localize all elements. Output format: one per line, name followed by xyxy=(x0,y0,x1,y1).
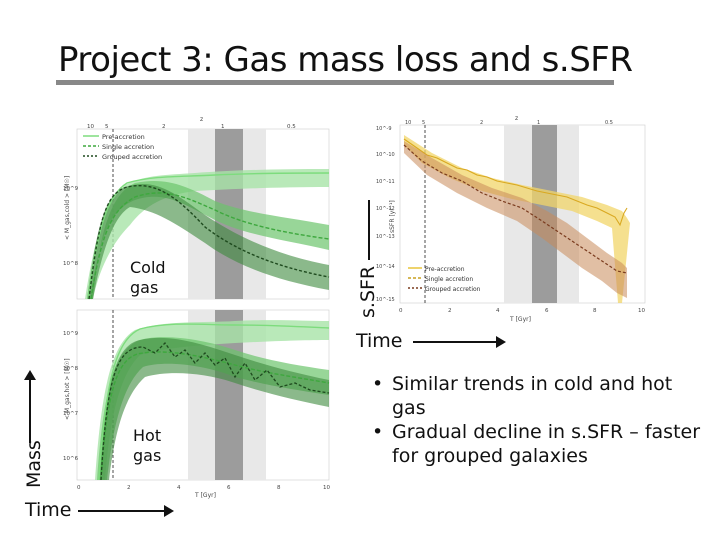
legend-grouped: Grouped accretion xyxy=(102,153,162,161)
bullet-item: Gradual decline in s.SFR – faster for gr… xyxy=(368,420,708,468)
bullet-item: Similar trends in cold and hot gas xyxy=(368,372,708,420)
svg-text:1: 1 xyxy=(537,120,540,126)
time-axis-label-left: Time xyxy=(25,499,72,521)
slide-title: Project 3: Gas mass loss and s.SFR xyxy=(58,40,633,80)
svg-text:0: 0 xyxy=(399,308,403,314)
cold-legend: Pre-accretion Single accretion Grouped a… xyxy=(83,133,162,161)
legend-pre: Pre-accretion xyxy=(102,133,145,141)
svg-text:6: 6 xyxy=(545,308,549,314)
svg-text:0.5: 0.5 xyxy=(605,120,613,126)
svg-text:0.5: 0.5 xyxy=(287,124,296,130)
svg-text:8: 8 xyxy=(277,485,281,491)
svg-text:10^-12: 10^-12 xyxy=(376,206,395,212)
title-underline xyxy=(56,80,614,85)
ssfr-legend: Pre-accretion Single accretion Grouped a… xyxy=(408,266,481,293)
hot-gas-label: Hot gas xyxy=(133,426,162,465)
hot-x-label: T [Gyr] xyxy=(194,492,216,499)
svg-text:2: 2 xyxy=(162,124,166,130)
hot-y-label: < M_gas,hot > [M☉] xyxy=(64,358,71,420)
svg-text:10^-15: 10^-15 xyxy=(376,297,395,303)
mass-axis-label: Mass xyxy=(23,440,45,488)
svg-text:10: 10 xyxy=(323,485,330,491)
time-axis-label-right: Time xyxy=(356,330,403,352)
mass-axis-arrowhead xyxy=(24,370,36,380)
svg-text:10^-13: 10^-13 xyxy=(376,234,395,240)
svg-text:0: 0 xyxy=(77,485,81,491)
ssfr-axis-label: s.SFR xyxy=(357,265,379,318)
svg-text:10^8: 10^8 xyxy=(63,261,79,267)
svg-text:6: 6 xyxy=(227,485,231,491)
cold-y-label: < M_gas,cold > [M☉] xyxy=(64,176,71,240)
svg-text:10^-11: 10^-11 xyxy=(376,179,395,185)
svg-text:10^-9: 10^-9 xyxy=(376,126,392,132)
svg-text:10^8: 10^8 xyxy=(63,366,79,372)
svg-text:2: 2 xyxy=(448,308,452,314)
svg-text:z: z xyxy=(515,115,518,122)
svg-text:4: 4 xyxy=(496,308,500,314)
svg-text:10^-14: 10^-14 xyxy=(376,264,395,270)
svg-text:Single accretion: Single accretion xyxy=(425,276,473,283)
svg-text:10^-10: 10^-10 xyxy=(376,152,395,158)
cold-gas-label: Cold gas xyxy=(130,258,166,297)
ssfr-figure: Pre-accretion Single accretion Grouped a… xyxy=(376,115,645,323)
svg-text:T [Gyr]: T [Gyr] xyxy=(509,316,531,323)
svg-text:5: 5 xyxy=(422,120,425,126)
svg-text:2: 2 xyxy=(480,120,483,126)
svg-text:10: 10 xyxy=(405,120,411,126)
time-axis-arrow-left xyxy=(78,510,166,512)
svg-text:Grouped accretion: Grouped accretion xyxy=(425,286,481,293)
time-axis-arrowhead-right xyxy=(496,336,506,348)
time-axis-arrow-right xyxy=(413,341,498,343)
ssfr-axis-line xyxy=(368,200,370,260)
svg-text:5: 5 xyxy=(105,124,109,130)
cold-gas-panel: Pre-accretion Single accretion Grouped a… xyxy=(63,116,330,300)
ssfr-y-label: sSFR [yr⁻¹] xyxy=(389,200,396,233)
hot-gas-panel: 10^9 10^8 10^7 10^6 < M_gas,hot > [M☉] 0… xyxy=(63,309,330,499)
left-figure: Pre-accretion Single accretion Grouped a… xyxy=(63,116,330,499)
svg-text:1: 1 xyxy=(221,124,225,130)
svg-text:10^9: 10^9 xyxy=(63,331,79,337)
svg-text:Pre-accretion: Pre-accretion xyxy=(425,266,465,273)
svg-text:10: 10 xyxy=(638,308,645,314)
svg-text:4: 4 xyxy=(177,485,181,491)
legend-single: Single accretion xyxy=(102,143,154,151)
svg-text:8: 8 xyxy=(593,308,597,314)
time-axis-arrowhead-left xyxy=(164,505,174,517)
svg-text:10^6: 10^6 xyxy=(63,456,79,462)
mass-axis-arrow xyxy=(29,378,31,443)
bullet-list: Similar trends in cold and hot gas Gradu… xyxy=(368,372,708,468)
svg-text:10: 10 xyxy=(87,124,94,130)
svg-text:10^9: 10^9 xyxy=(63,186,79,192)
svg-text:2: 2 xyxy=(127,485,131,491)
z-axis-label: z xyxy=(200,116,203,123)
svg-text:10^7: 10^7 xyxy=(63,411,79,417)
